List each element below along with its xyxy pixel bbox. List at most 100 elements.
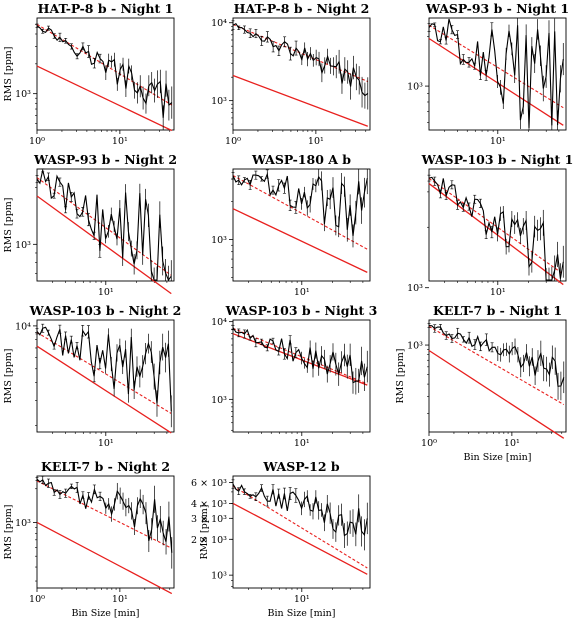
y-axis-label: RMS [ppm] [395,349,406,404]
photon-noise-line [428,183,564,286]
error-bars [231,20,369,110]
white-noise-expectation [36,331,172,414]
y-tick-label: 10³ [15,240,31,251]
y-axis-label: RMS [ppm] [3,505,14,560]
white-noise-expectation [232,174,368,250]
y-axis-label: RMS [ppm] [199,505,210,560]
panel-title: WASP-93 b - Night 2 [33,152,177,167]
photon-noise-line [232,208,368,273]
panel-title: WASP-12 b [262,459,340,474]
y-tick-label: 10³ [407,341,423,352]
photon-noise-line [232,502,368,575]
measured-rms-curve [232,22,369,97]
measured-rms-curve [36,478,173,553]
x-tick-label: 10¹ [490,136,506,147]
photon-noise-line [36,195,172,295]
panel-title: HAT-P-8 b - Night 1 [38,1,174,16]
x-axis-label: Bin Size [min] [72,608,140,619]
panel-title: WASP-103 b - Night 3 [225,303,378,318]
x-axis-label: Bin Size [min] [464,452,532,463]
axes-frame [36,17,175,131]
x-tick-label: 10¹ [98,438,114,449]
photon-noise-line [232,74,369,127]
x-axis-label: Bin Size [min] [268,608,336,619]
axes-frame [36,168,175,282]
photon-noise-line [36,521,173,595]
photon-noise-line [428,349,565,439]
white-noise-expectation [232,23,368,82]
measured-rms-curve [428,18,564,129]
x-tick-label: 10¹ [98,287,114,298]
panel-title: WASP-93 b - Night 1 [425,1,569,16]
measured-rms-curve [36,326,172,412]
y-tick-label: 4 × 10³ [191,499,227,510]
axes-frame [232,475,371,589]
panel: HAT-P-8 b - Night 2 10⁰ 10¹ 10³ 10⁴ [211,1,371,147]
y-tick-label: 6 × 10³ [191,478,227,489]
error-bars [35,23,173,130]
panel-title: WASP-103 b - Night 2 [29,303,182,318]
panel: WASP-12 b 10¹ 10³ 2 × 10³ 3 × 10³ 4 × 10³ 6 × … [191,459,371,619]
x-tick-label: 10⁰ [29,594,45,605]
panel: WASP-180 A b 10¹ 10³ [211,152,371,298]
y-tick-label: 3 × 10³ [191,514,227,525]
y-tick-label: 10³ [211,96,227,107]
panel-title: KELT-7 b - Night 1 [433,303,562,318]
y-tick-label: 2 × 10³ [191,535,227,546]
photon-noise-line [428,37,564,126]
white-noise-expectation [428,24,564,109]
y-tick-label: 10³ [407,283,423,294]
x-tick-label: 10⁰ [421,438,437,449]
measured-rms-curve [232,327,368,384]
white-noise-expectation [36,177,172,276]
x-tick-label: 10¹ [308,136,324,147]
error-bars [427,18,564,130]
measured-rms-curve [232,483,368,537]
y-axis-label: RMS [ppm] [3,198,14,253]
photon-noise-line [36,345,172,434]
measured-rms-curve [232,171,368,237]
axes-frame [232,17,371,131]
white-noise-expectation [232,327,368,385]
y-tick-label: 10³ [211,571,227,582]
x-tick-label: 10¹ [490,287,506,298]
measured-rms-curve [36,170,172,282]
panel: WASP-103 b - Night 2 10¹ 10⁴ RMS [ppm] [3,303,181,449]
y-tick-label: 10³ [211,235,227,246]
y-tick-label: 10³ [407,82,423,93]
x-tick-label: 10⁰ [29,136,45,147]
panel: WASP-103 b - Night 3 10¹ 10³ 10⁴ [211,303,377,449]
photon-noise-line [36,65,173,132]
white-noise-expectation [232,485,368,569]
x-tick-label: 10¹ [112,136,128,147]
y-tick-label: 10³ [15,518,31,529]
y-axis-label: RMS [ppm] [3,47,14,102]
panel-title: WASP-103 b - Night 1 [421,152,574,167]
measured-rms-curve [428,324,565,387]
panel-title: HAT-P-8 b - Night 2 [234,1,370,16]
panel: WASP-103 b - Night 1 10¹ 10³ [407,152,573,298]
x-tick-label: 10¹ [294,287,310,298]
y-tick-label: 10³ [211,395,227,406]
y-tick-label: 10⁴ [15,321,31,332]
panel-title: WASP-180 A b [251,152,351,167]
measured-rms-curve [36,25,173,118]
panel: WASP-93 b - Night 1 10¹ 10³ [407,1,569,147]
x-tick-label: 10¹ [294,594,310,605]
y-tick-label: 10⁴ [211,317,227,328]
y-axis-label: RMS [ppm] [3,349,14,404]
axes-frame [428,319,567,433]
measured-rms-curve [428,176,564,281]
x-tick-label: 10¹ [112,594,128,605]
y-tick-label: 10⁴ [211,18,227,29]
x-tick-label: 10¹ [504,438,520,449]
x-tick-label: 10⁰ [225,136,241,147]
y-tick-label: 10³ [15,89,31,100]
x-tick-label: 10¹ [294,438,310,449]
white-noise-expectation [428,325,565,406]
